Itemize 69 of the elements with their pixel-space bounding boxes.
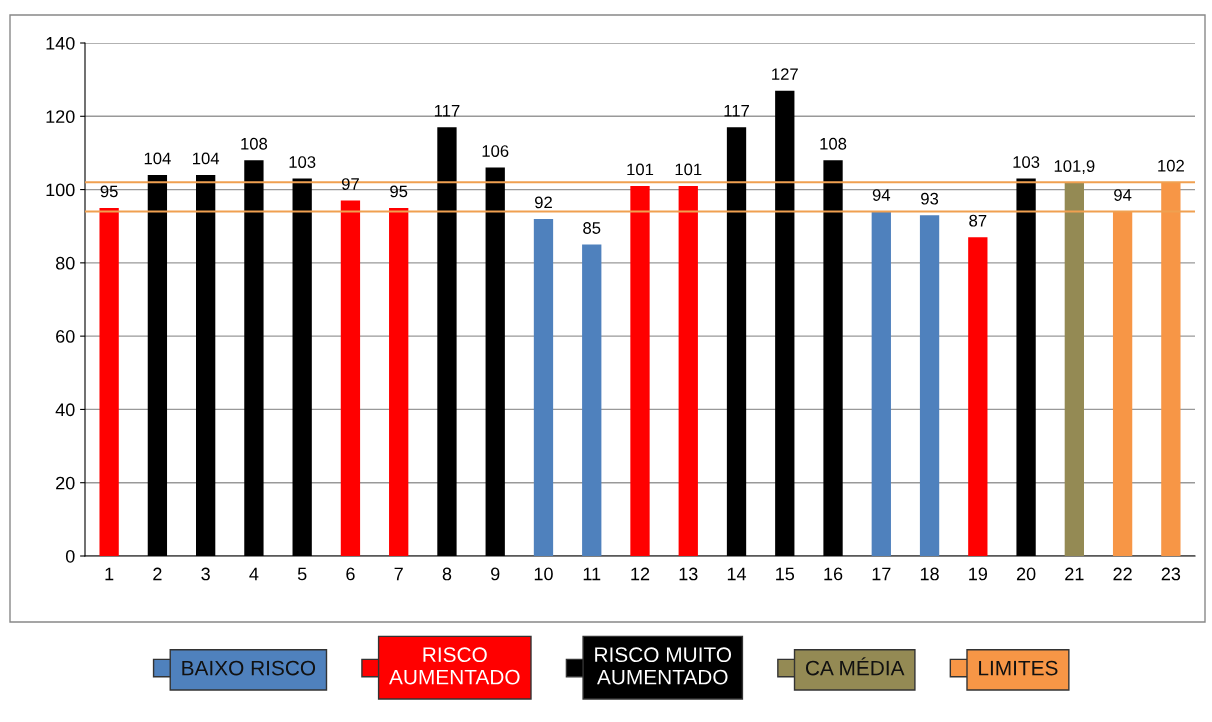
data-label: 87 [969, 214, 987, 227]
bar [919, 215, 940, 556]
x-tick-label: 14 [727, 567, 747, 581]
bar [582, 244, 602, 556]
x-tick-label: 4 [249, 567, 259, 581]
y-tick-label: 100 [46, 183, 75, 197]
y-tick-label: 20 [56, 476, 75, 490]
legend-label: RISCO AUMENTADO [389, 647, 520, 685]
data-label: 92 [534, 196, 552, 209]
x-tick-label: 20 [1016, 567, 1036, 581]
y-tick-label: 0 [65, 549, 75, 563]
data-label: 106 [482, 145, 509, 157]
y-tick-label: 60 [56, 330, 75, 343]
x-tick-label: 2 [153, 567, 162, 581]
data-label: 85 [583, 222, 601, 234]
y-tick-label: 120 [46, 110, 75, 124]
x-tick-label: 8 [442, 567, 452, 581]
y-tick-label: 80 [55, 256, 75, 270]
data-label: 117 [434, 105, 460, 117]
x-tick-label: 13 [679, 567, 698, 581]
data-label: 127 [772, 68, 798, 80]
bar [678, 185, 698, 556]
data-label: 108 [820, 137, 847, 150]
data-label: 101 [627, 163, 654, 176]
data-label: 93 [921, 192, 939, 205]
bar [630, 185, 650, 556]
x-tick-label: 22 [1113, 567, 1132, 581]
x-tick-label: 15 [776, 567, 795, 581]
bar [389, 207, 409, 556]
data-label: 95 [390, 185, 408, 198]
data-label: 108 [241, 137, 268, 150]
legend-label: BAIXO RISCO [182, 660, 316, 676]
x-tick-label: 9 [491, 567, 500, 581]
data-label: 103 [1013, 156, 1040, 168]
data-label: 101 [675, 163, 702, 176]
bar [99, 207, 119, 556]
data-label: 95 [100, 185, 118, 198]
legend-label: CA MÉDIA [805, 657, 905, 676]
y-tick-label: 140 [46, 36, 75, 50]
x-tick-label: 21 [1065, 567, 1084, 581]
bar [1064, 182, 1084, 556]
legend-label: RISCO MUITO AUMENTADO [595, 647, 732, 685]
x-tick-label: 23 [1161, 567, 1181, 581]
x-tick-label: 18 [920, 567, 939, 581]
x-tick-label: 3 [201, 567, 210, 581]
data-label: 103 [289, 156, 316, 168]
data-label: 101,9 [1054, 160, 1095, 174]
x-tick-label: 19 [969, 567, 988, 581]
x-tick-label: 10 [534, 567, 553, 581]
x-tick-label: 5 [297, 567, 307, 581]
legend-label: LIMITES [979, 660, 1058, 676]
x-tick-label: 7 [394, 567, 403, 581]
x-tick-label: 6 [346, 567, 355, 581]
y-tick-label: 40 [55, 403, 75, 417]
data-label: 104 [193, 152, 220, 165]
x-tick-label: 11 [583, 567, 601, 581]
x-tick-label: 16 [824, 567, 843, 581]
x-tick-label: 1 [105, 567, 114, 581]
data-label: 94 [872, 189, 891, 201]
bar [871, 211, 891, 556]
data-label: 102 [1158, 159, 1184, 172]
bar [340, 200, 361, 556]
bar [533, 218, 554, 556]
x-tick-label: 12 [631, 567, 650, 581]
data-label: 117 [724, 105, 749, 117]
data-label: 104 [144, 152, 171, 165]
data-label: 94 [1114, 189, 1132, 201]
x-tick-label: 17 [872, 567, 891, 581]
bar [968, 237, 988, 556]
